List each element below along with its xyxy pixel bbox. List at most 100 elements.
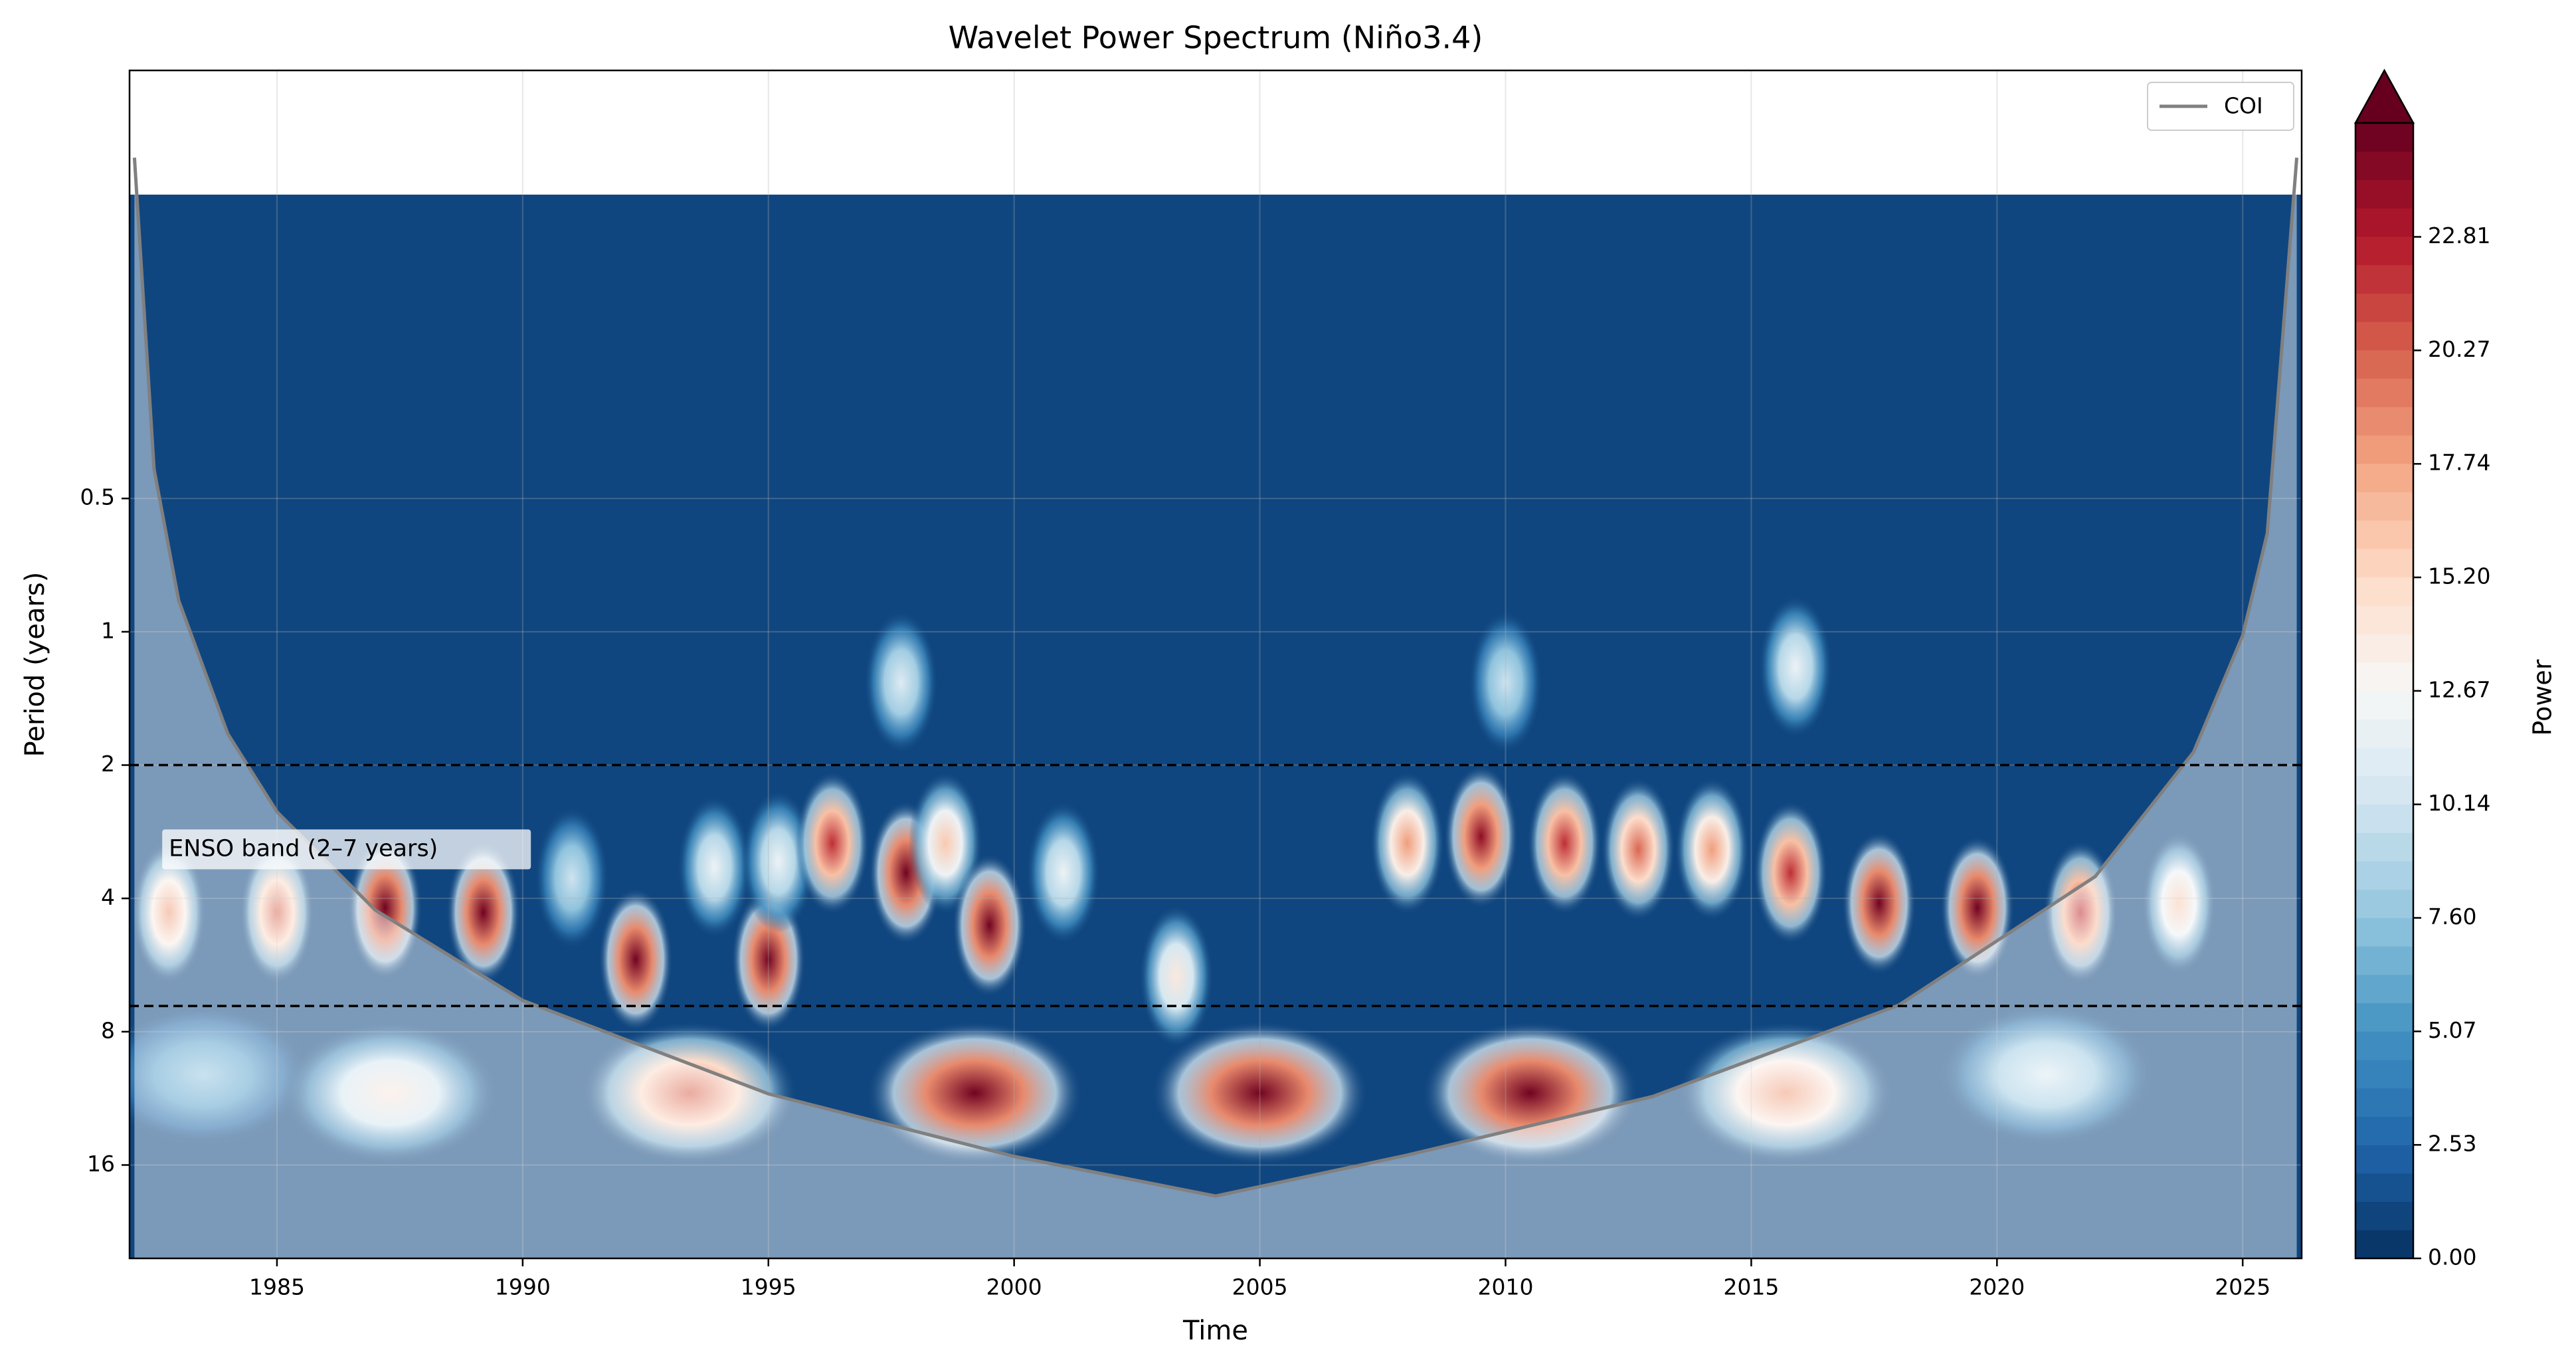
colorbar-band bbox=[2355, 1173, 2413, 1203]
plot-frame bbox=[128, 69, 2303, 1260]
annotation-box bbox=[162, 829, 531, 870]
colorbar-band bbox=[2355, 435, 2413, 464]
power-peak bbox=[2142, 831, 2216, 975]
colorbar-band bbox=[2355, 946, 2413, 975]
power-peak bbox=[1422, 1021, 1639, 1165]
colorbar-band bbox=[2355, 463, 2413, 492]
colorbar-band bbox=[2355, 1116, 2413, 1145]
colorbar-band bbox=[2355, 747, 2413, 777]
x-tick-label: 1990 bbox=[495, 1274, 551, 1300]
x-tick-label: 2025 bbox=[2215, 1274, 2270, 1300]
power-peak bbox=[240, 840, 314, 984]
colorbar-band bbox=[2355, 492, 2413, 521]
colorbar-tick-label: 15.20 bbox=[2428, 563, 2490, 589]
colorbar-tick-label: 5.07 bbox=[2428, 1017, 2476, 1043]
power-peak bbox=[130, 1003, 312, 1146]
colorbar-tick-label: 2.53 bbox=[2428, 1131, 2476, 1157]
power-peak bbox=[1938, 1003, 2155, 1146]
colorbar-tick-label: 12.67 bbox=[2428, 676, 2490, 702]
power-peak bbox=[1842, 831, 1916, 975]
plot-area bbox=[130, 70, 2302, 1258]
power-peak bbox=[282, 1021, 498, 1165]
legend-label: COI bbox=[2224, 93, 2263, 119]
power-peak bbox=[348, 836, 422, 979]
power-peak bbox=[1527, 771, 1602, 915]
colorbar-band bbox=[2355, 179, 2413, 209]
x-tick-label: 2010 bbox=[1478, 1274, 1534, 1300]
colorbar-label: Power bbox=[2528, 659, 2557, 735]
colorbar-band bbox=[2355, 208, 2413, 237]
colorbar-band bbox=[2355, 690, 2413, 720]
colorbar-band bbox=[2355, 293, 2413, 322]
colorbar-band bbox=[2355, 151, 2413, 180]
colorbar-band bbox=[2355, 634, 2413, 663]
power-peak bbox=[795, 771, 870, 915]
colorbar-band bbox=[2355, 1031, 2413, 1060]
colorbar-band bbox=[2355, 662, 2413, 691]
legend bbox=[2147, 82, 2294, 131]
y-tick-label: 0.5 bbox=[80, 484, 115, 510]
x-tick-label: 1995 bbox=[741, 1274, 796, 1300]
colorbar-band bbox=[2355, 1003, 2413, 1032]
power-peak bbox=[535, 807, 609, 950]
colorbar-band bbox=[2355, 719, 2413, 748]
power-peak bbox=[1139, 904, 1214, 1048]
annotation: ENSO band (2–7 years) bbox=[169, 835, 438, 862]
colorbar-band bbox=[2355, 804, 2413, 833]
x-tick-label: 1985 bbox=[249, 1274, 305, 1300]
colorbar-band bbox=[2355, 1059, 2413, 1089]
power-peak bbox=[677, 795, 751, 939]
colorbar-band bbox=[2355, 974, 2413, 1003]
colorbar-band bbox=[2355, 832, 2413, 862]
colorbar-band bbox=[2355, 349, 2413, 379]
power-peak bbox=[1677, 1021, 1894, 1165]
coi-shade bbox=[134, 157, 2297, 1258]
power-peak bbox=[1754, 801, 1828, 945]
power-peak bbox=[1151, 1021, 1368, 1165]
x-axis-label: Time bbox=[1182, 1316, 1248, 1346]
power-peak bbox=[581, 1021, 798, 1165]
power-peak bbox=[132, 840, 206, 984]
colorbar-band bbox=[2355, 1201, 2413, 1230]
x-tick-label: 2020 bbox=[1969, 1274, 2025, 1300]
colorbar-tick-label: 0.00 bbox=[2428, 1244, 2476, 1270]
colorbar-band bbox=[2355, 322, 2413, 351]
power-peak bbox=[1469, 611, 1542, 754]
colorbar-tick-label: 22.81 bbox=[2428, 223, 2490, 248]
colorbar-band bbox=[2355, 1088, 2413, 1117]
colorbar-band bbox=[2355, 1145, 2413, 1174]
colorbar-band bbox=[2355, 123, 2413, 152]
power-peak bbox=[1026, 801, 1101, 945]
power-peak bbox=[1601, 777, 1675, 921]
colorbar-tick-label: 20.27 bbox=[2428, 336, 2490, 362]
colorbar-band bbox=[2355, 378, 2413, 407]
colorbar-band bbox=[2355, 918, 2413, 947]
colorbar-tick-label: 17.74 bbox=[2428, 450, 2490, 476]
power-peak bbox=[1444, 765, 1518, 908]
power-peak bbox=[1675, 777, 1749, 921]
y-tick-label: 8 bbox=[101, 1017, 115, 1043]
colorbar-band bbox=[2355, 1230, 2413, 1259]
x-tick-label: 2000 bbox=[986, 1274, 1042, 1300]
colorbar-band bbox=[2355, 577, 2413, 606]
power-peak bbox=[598, 888, 673, 1031]
power-peak bbox=[2043, 840, 2118, 984]
y-tick-label: 4 bbox=[101, 884, 115, 910]
y-tick-label: 1 bbox=[101, 617, 115, 643]
colorbar-band bbox=[2355, 236, 2413, 266]
power-peak bbox=[864, 611, 939, 754]
colorbar-band bbox=[2355, 775, 2413, 805]
colorbar-band bbox=[2355, 889, 2413, 918]
x-tick-label: 2005 bbox=[1232, 1274, 1288, 1300]
y-axis-label: Period (years) bbox=[20, 572, 50, 757]
colorbar-band bbox=[2355, 407, 2413, 436]
power-peak bbox=[953, 854, 1027, 997]
colorbar-tick-label: 10.14 bbox=[2428, 790, 2490, 816]
power-peak bbox=[446, 840, 521, 984]
y-tick-label: 16 bbox=[87, 1151, 115, 1177]
colorbar-band bbox=[2355, 605, 2413, 635]
power-peak bbox=[1758, 595, 1833, 739]
power-peak bbox=[866, 1021, 1083, 1165]
